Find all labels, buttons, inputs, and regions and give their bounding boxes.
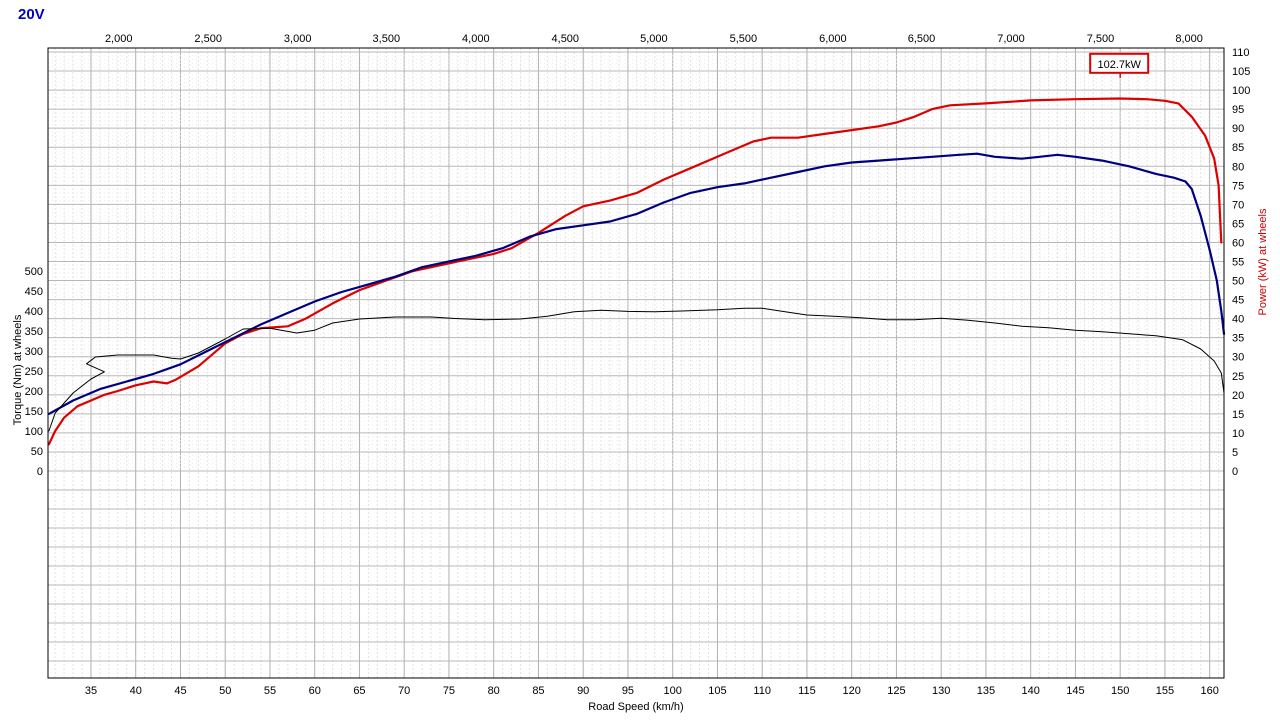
y-tick-label-right: 35 <box>1232 333 1244 345</box>
y-tick-label-right: 80 <box>1232 161 1244 173</box>
x-tick-label: 90 <box>577 685 589 697</box>
y-tick-label-right: 110 <box>1232 47 1250 59</box>
series-power-blue <box>47 152 1226 415</box>
rpm-tick-label: 2,500 <box>194 33 222 45</box>
annotations: 102.7kW <box>1089 52 1150 78</box>
y-tick-label-right: 25 <box>1232 371 1244 383</box>
y-axis-label-left: Torque (Nm) at wheels <box>12 314 24 425</box>
y-tick-label-left: 150 <box>25 406 43 418</box>
y-tick-label-right: 95 <box>1232 104 1244 116</box>
y-tick-label-left: 300 <box>25 346 43 358</box>
x-tick-label: 45 <box>174 685 186 697</box>
y-tick-label-right: 55 <box>1232 257 1244 269</box>
x-tick-label: 115 <box>798 685 816 697</box>
chart-title: 20V <box>18 6 45 23</box>
x-axis-label: Road Speed (km/h) <box>588 701 683 713</box>
x-tick-label: 120 <box>843 685 861 697</box>
rpm-tick-label: 7,000 <box>997 33 1025 45</box>
y-axis-label-right: Power (kW) at wheels <box>1257 208 1269 315</box>
x-tick-label: 155 <box>1156 685 1174 697</box>
y-tick-label-left: 50 <box>31 446 43 458</box>
y-tick-label-right: 90 <box>1232 123 1244 135</box>
rpm-tick-label: 8,000 <box>1175 33 1203 45</box>
x-tick-label: 145 <box>1066 685 1084 697</box>
tick-labels: 35 40 45 50 55 60 65 70 75 80 85 90 95 100 105 110 115 12… <box>25 33 1251 697</box>
rpm-tick-label: 7,500 <box>1087 33 1115 45</box>
y-tick-label-right: 30 <box>1232 352 1244 364</box>
y-tick-label-left: 250 <box>25 366 43 378</box>
x-tick-label: 105 <box>708 685 726 697</box>
x-tick-label: 140 <box>1022 685 1040 697</box>
rpm-tick-label: 2,000 <box>105 33 133 45</box>
series-torque <box>48 307 1225 432</box>
y-tick-label-right: 15 <box>1232 409 1244 421</box>
y-tick-label-right: 85 <box>1232 142 1244 154</box>
x-tick-label: 55 <box>264 685 276 697</box>
rpm-tick-label: 5,500 <box>730 33 758 45</box>
y-tick-label-right: 45 <box>1232 295 1244 307</box>
x-tick-label: 135 <box>977 685 995 697</box>
y-tick-label-right: 20 <box>1232 390 1244 402</box>
y-tick-label-left: 500 <box>25 266 43 278</box>
x-tick-label: 35 <box>85 685 97 697</box>
y-tick-label-left: 400 <box>25 306 43 318</box>
x-tick-label: 50 <box>219 685 231 697</box>
series-power-red <box>47 97 1223 446</box>
y-tick-label-right: 50 <box>1232 276 1244 288</box>
y-tick-label-left: 200 <box>25 386 43 398</box>
y-tick-label-right: 10 <box>1232 428 1244 440</box>
x-tick-label: 100 <box>664 685 682 697</box>
y-tick-label-left: 350 <box>25 326 43 338</box>
x-tick-label: 95 <box>622 685 634 697</box>
x-tick-label: 80 <box>488 685 500 697</box>
y-tick-label-left: 0 <box>37 466 43 478</box>
y-tick-label-right: 65 <box>1232 218 1244 230</box>
grid <box>48 48 1224 678</box>
x-tick-label: 85 <box>532 685 544 697</box>
y-tick-label-left: 450 <box>25 286 43 298</box>
y-tick-label-right: 70 <box>1232 199 1244 211</box>
x-tick-label: 70 <box>398 685 410 697</box>
x-tick-label: 160 <box>1201 685 1219 697</box>
x-tick-label: 40 <box>130 685 142 697</box>
x-tick-label: 130 <box>932 685 950 697</box>
peak-label: 102.7kW <box>1097 59 1141 71</box>
y-tick-label-right: 60 <box>1232 237 1244 249</box>
rpm-tick-label: 4,500 <box>552 33 580 45</box>
x-tick-label: 110 <box>753 685 771 697</box>
x-tick-label: 75 <box>443 685 455 697</box>
y-tick-label-right: 5 <box>1232 447 1238 459</box>
rpm-tick-label: 5,000 <box>640 33 668 45</box>
x-tick-label: 60 <box>309 685 321 697</box>
y-tick-label-right: 0 <box>1232 466 1238 478</box>
y-tick-label-left: 100 <box>25 426 43 438</box>
series-layer <box>47 97 1226 446</box>
rpm-tick-label: 3,500 <box>373 33 401 45</box>
rpm-tick-label: 6,500 <box>908 33 936 45</box>
y-tick-label-right: 40 <box>1232 314 1244 326</box>
x-tick-label: 65 <box>353 685 365 697</box>
rpm-tick-label: 6,000 <box>819 33 847 45</box>
plot-background <box>48 48 1224 678</box>
annotation-box <box>1089 52 1150 74</box>
y-tick-label-right: 75 <box>1232 180 1244 192</box>
y-tick-label-right: 105 <box>1232 66 1250 78</box>
rpm-tick-label: 4,000 <box>462 33 490 45</box>
x-tick-label: 125 <box>887 685 905 697</box>
plot-frame <box>47 47 1225 679</box>
x-tick-label: 150 <box>1111 685 1129 697</box>
rpm-tick-label: 3,000 <box>284 33 312 45</box>
y-tick-label-right: 100 <box>1232 85 1250 97</box>
